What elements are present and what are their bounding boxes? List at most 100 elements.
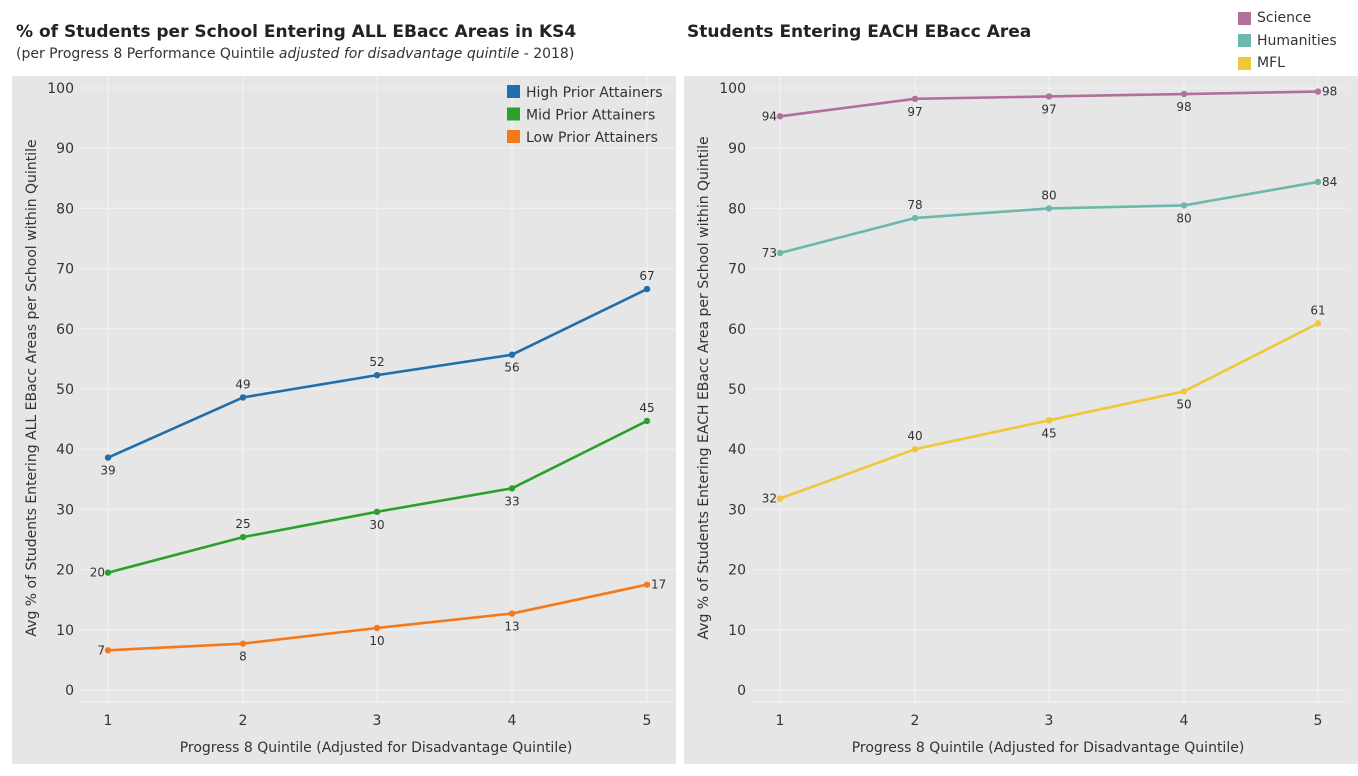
series-low-prior-attainers: 7 8 10 13 17	[97, 578, 666, 664]
data-point[interactable]	[643, 417, 651, 425]
data-point[interactable]	[104, 454, 112, 461]
data-label: 80	[1041, 188, 1056, 202]
y-tick-label: 70	[56, 262, 74, 278]
data-point[interactable]	[1045, 205, 1053, 212]
data-label: 98	[1322, 85, 1337, 99]
y-tick-label: 10	[728, 623, 746, 639]
data-point[interactable]	[776, 249, 784, 257]
legend-label[interactable]: Mid Prior Attainers	[526, 108, 655, 124]
data-label: 52	[369, 355, 384, 369]
data-point[interactable]	[373, 624, 381, 632]
data-label: 30	[369, 518, 384, 532]
data-point[interactable]	[911, 214, 919, 222]
y-tick-label: 90	[56, 141, 74, 157]
x-tick-label: 1	[104, 713, 113, 729]
y-tick-label: 100	[719, 81, 746, 97]
data-point[interactable]	[104, 569, 112, 576]
subtitle-suffix: - 2018)	[519, 46, 575, 62]
data-label: 20	[90, 566, 105, 580]
data-label: 67	[639, 269, 654, 283]
series-humanities: 73 78 80 80 84	[762, 175, 1338, 260]
data-label: 78	[907, 198, 922, 212]
data-point[interactable]	[1180, 90, 1188, 98]
x-tick-label: 2	[239, 713, 248, 729]
y-tick-label: 60	[56, 322, 74, 338]
legend-swatch[interactable]	[507, 107, 520, 121]
x-tick-label: 4	[508, 713, 517, 729]
data-label: 7	[97, 643, 105, 657]
y-tick-label: 40	[56, 442, 74, 458]
data-point[interactable]	[643, 581, 651, 588]
data-point[interactable]	[776, 495, 784, 502]
x-tick-label: 3	[1045, 713, 1054, 729]
data-label: 45	[1041, 426, 1056, 440]
data-point[interactable]	[1045, 93, 1053, 100]
y-axis-title: Avg % of Students Entering ALL EBacc Are…	[24, 139, 40, 636]
legend-swatch[interactable]	[507, 130, 520, 143]
data-label: 98	[1176, 100, 1191, 114]
data-label: 84	[1322, 175, 1337, 189]
data-point[interactable]	[1314, 178, 1322, 186]
data-point[interactable]	[239, 394, 247, 401]
data-label: 40	[907, 429, 922, 443]
x-tick-label: 5	[643, 713, 652, 729]
data-point[interactable]	[911, 95, 919, 103]
x-tick-label: 3	[373, 713, 382, 729]
data-label: 32	[762, 492, 777, 506]
data-label: 17	[651, 578, 666, 592]
plot-background	[684, 76, 1358, 764]
data-point[interactable]	[776, 113, 784, 120]
data-point[interactable]	[911, 446, 919, 453]
data-label: 49	[235, 377, 250, 391]
data-label: 97	[1041, 102, 1056, 116]
series-high-prior-attainers: 39 49 52 56 67	[100, 269, 654, 478]
x-axis-title: Progress 8 Quintile (Adjusted for Disadv…	[852, 740, 1245, 756]
y-tick-label: 30	[728, 502, 746, 518]
data-point[interactable]	[373, 508, 381, 516]
y-tick-label: 70	[728, 262, 746, 278]
subtitle-prefix: (per Progress 8 Performance Quintile	[16, 46, 279, 62]
data-point[interactable]	[1180, 202, 1188, 209]
data-label: 80	[1176, 211, 1191, 225]
legend-label[interactable]: High Prior Attainers	[526, 85, 663, 101]
data-point[interactable]	[239, 640, 247, 647]
legend-item-mfl[interactable]: MFL	[1238, 52, 1337, 75]
data-point[interactable]	[1314, 320, 1322, 327]
data-point[interactable]	[1045, 417, 1053, 424]
legend-item-science[interactable]: Science	[1238, 7, 1337, 30]
data-point[interactable]	[508, 485, 516, 492]
legend-label[interactable]: Low Prior Attainers	[526, 130, 658, 146]
y-tick-label: 60	[728, 322, 746, 338]
series-mfl: 32 40 45 50 61	[762, 303, 1326, 505]
y-tick-label: 100	[47, 81, 74, 97]
y-tick-label: 90	[728, 141, 746, 157]
series-science: 94 97 97 98 98	[762, 85, 1338, 124]
x-tick-label: 4	[1180, 713, 1189, 729]
data-point[interactable]	[104, 647, 112, 654]
data-point[interactable]	[508, 610, 516, 617]
data-label: 45	[639, 401, 654, 415]
y-axis-title: Avg % of Students Entering EACH EBacc Ar…	[696, 136, 712, 639]
data-point[interactable]	[1180, 388, 1188, 395]
y-tick-label: 40	[728, 442, 746, 458]
data-point[interactable]	[508, 351, 516, 358]
data-point[interactable]	[239, 533, 247, 541]
legend-swatch[interactable]	[507, 85, 520, 98]
x-tick-label: 1	[776, 713, 785, 729]
data-label: 33	[504, 494, 519, 508]
y-tick-label: 10	[56, 623, 74, 639]
science-swatch	[1238, 11, 1251, 25]
data-label: 39	[100, 464, 115, 478]
y-tick-label: 30	[56, 502, 74, 518]
plot-background	[12, 76, 676, 764]
data-label: 97	[907, 105, 922, 119]
data-point[interactable]	[643, 285, 651, 293]
x-axis-title: Progress 8 Quintile (Adjusted for Disadv…	[180, 740, 573, 756]
data-point[interactable]	[1314, 88, 1322, 95]
data-label: 61	[1310, 303, 1325, 317]
legend-item-humanities[interactable]: Humanities	[1238, 30, 1337, 53]
x-tick-label: 5	[1314, 713, 1323, 729]
data-point[interactable]	[373, 371, 381, 379]
y-tick-label: 50	[56, 382, 74, 398]
